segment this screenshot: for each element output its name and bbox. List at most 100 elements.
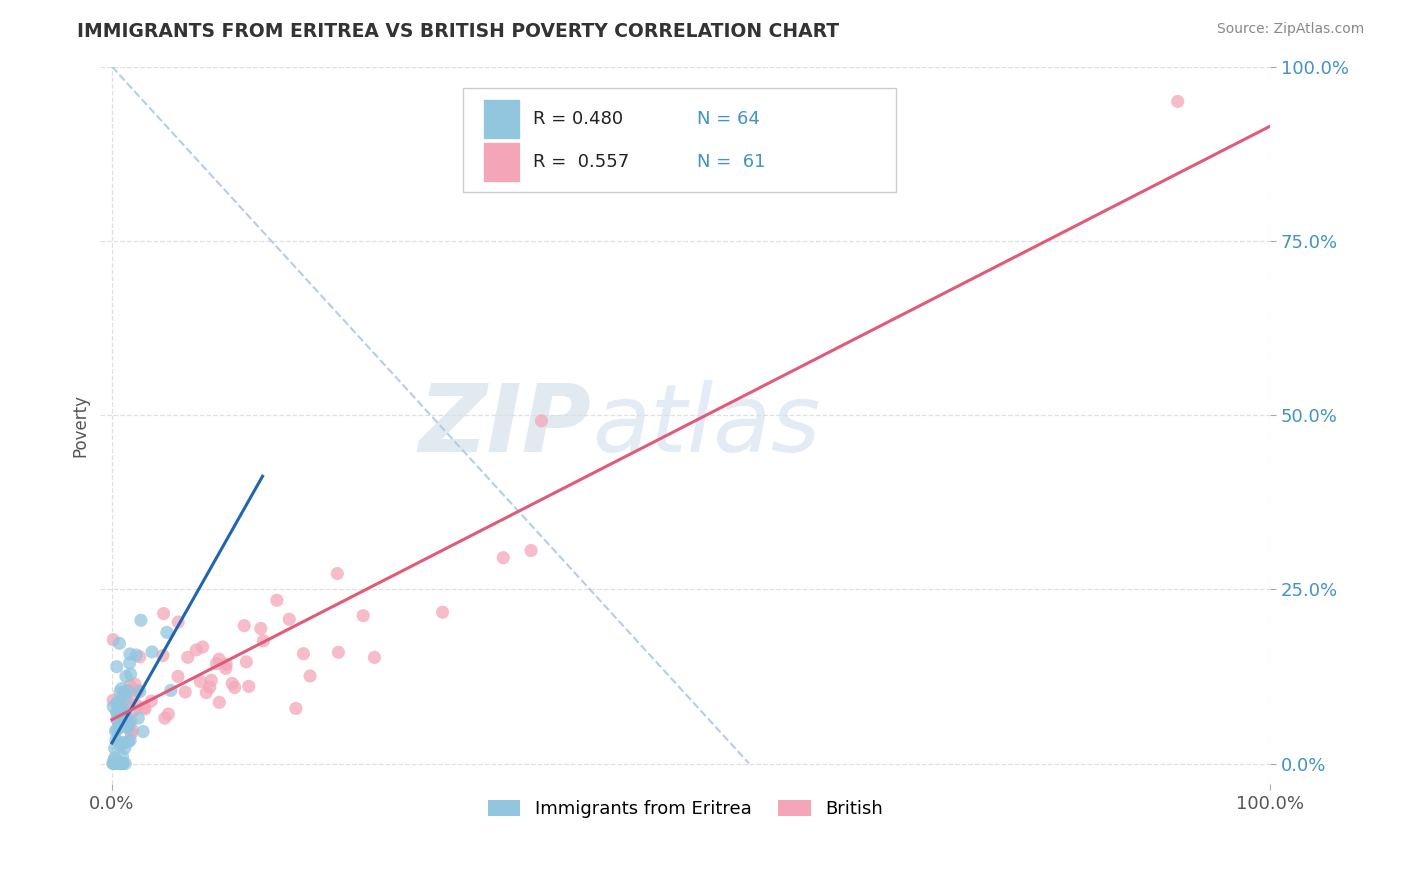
Point: [191, 640, 214, 654]
Point: [108, 756, 131, 771]
Text: ZIP: ZIP: [419, 379, 592, 472]
Point: [160, 683, 183, 698]
Point: [129, 684, 152, 698]
Point: [108, 738, 131, 752]
Point: [107, 714, 129, 728]
Point: [111, 706, 134, 721]
Point: [118, 656, 141, 670]
Point: [117, 734, 139, 748]
Point: [224, 681, 246, 695]
Point: [117, 720, 139, 734]
Point: [198, 680, 221, 694]
Point: [105, 696, 128, 710]
Point: [108, 685, 131, 699]
Point: [104, 724, 127, 739]
FancyBboxPatch shape: [482, 99, 520, 139]
Point: [127, 711, 149, 725]
Point: [249, 622, 271, 636]
Point: [128, 649, 150, 664]
Point: [124, 677, 146, 691]
Point: [177, 650, 200, 665]
Point: [111, 756, 134, 771]
Point: [141, 694, 163, 708]
Point: [105, 712, 128, 726]
Point: [530, 414, 553, 428]
Point: [103, 756, 125, 771]
Point: [104, 733, 127, 747]
Point: [120, 723, 142, 738]
Point: [299, 669, 322, 683]
Point: [104, 756, 127, 771]
Point: [132, 724, 155, 739]
Point: [120, 733, 142, 747]
Point: [186, 643, 208, 657]
Point: [492, 550, 515, 565]
Point: [103, 699, 125, 714]
Point: [208, 695, 231, 709]
Point: [124, 703, 146, 717]
FancyBboxPatch shape: [482, 143, 520, 182]
Point: [125, 698, 148, 712]
Point: [112, 686, 135, 700]
Point: [129, 613, 152, 627]
Point: [114, 707, 136, 722]
Legend: Immigrants from Eritrea, British: Immigrants from Eritrea, British: [481, 793, 890, 826]
Point: [105, 659, 128, 673]
Point: [114, 687, 136, 701]
Point: [292, 647, 315, 661]
Point: [284, 701, 307, 715]
Point: [111, 702, 134, 716]
Point: [118, 647, 141, 661]
Point: [134, 700, 156, 714]
Point: [120, 727, 142, 741]
Point: [233, 618, 256, 632]
Point: [156, 625, 179, 640]
Text: R =  0.557: R = 0.557: [533, 153, 630, 171]
Point: [111, 735, 134, 749]
Text: atlas: atlas: [592, 380, 820, 471]
Point: [104, 741, 127, 756]
Point: [266, 593, 288, 607]
Point: [118, 716, 141, 731]
Point: [120, 678, 142, 692]
Point: [104, 750, 127, 764]
Point: [195, 686, 218, 700]
Text: Source: ZipAtlas.com: Source: ZipAtlas.com: [1216, 22, 1364, 37]
Text: R = 0.480: R = 0.480: [533, 110, 623, 128]
Point: [108, 720, 131, 734]
Point: [188, 674, 211, 689]
Point: [208, 652, 231, 666]
FancyBboxPatch shape: [463, 88, 896, 192]
Point: [215, 661, 238, 675]
Point: [134, 702, 156, 716]
Point: [238, 679, 260, 693]
Point: [221, 676, 243, 690]
Point: [117, 683, 139, 698]
Point: [114, 741, 136, 756]
Point: [127, 683, 149, 698]
Point: [108, 756, 131, 771]
Point: [125, 648, 148, 662]
Point: [363, 650, 385, 665]
Point: [117, 721, 139, 735]
Text: N = 64: N = 64: [697, 110, 761, 128]
Y-axis label: Poverty: Poverty: [72, 394, 89, 457]
Point: [115, 669, 138, 683]
Text: N =  61: N = 61: [697, 153, 766, 171]
Point: [114, 691, 136, 706]
Point: [432, 605, 454, 619]
Point: [115, 696, 138, 710]
Point: [120, 667, 142, 681]
Point: [215, 657, 238, 672]
Point: [108, 721, 131, 735]
Point: [108, 756, 131, 771]
Point: [103, 632, 125, 647]
Point: [103, 754, 125, 768]
Point: [121, 723, 143, 738]
Point: [157, 707, 180, 722]
Point: [328, 645, 350, 659]
Point: [110, 717, 132, 731]
Point: [101, 693, 124, 707]
Point: [101, 756, 124, 771]
Point: [252, 633, 274, 648]
